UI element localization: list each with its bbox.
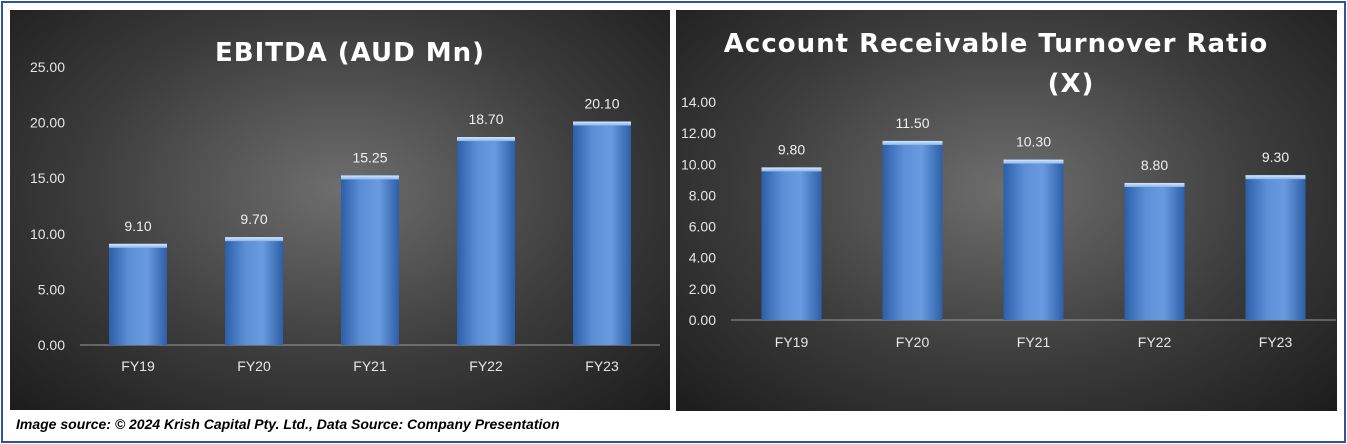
ebitda-data-label: 20.10 (584, 95, 619, 111)
ebitda-x-tick-label: FY20 (237, 358, 271, 374)
ar-turnover-x-tick-label: FY23 (1259, 334, 1293, 350)
ar-turnover-y-tick-label: 8.00 (689, 187, 716, 203)
ar-turnover-bar-highlight (1003, 159, 1064, 164)
panel-divider (672, 10, 674, 411)
ebitda-y-tick-label: 10.00 (30, 226, 65, 242)
ar-turnover-data-label: 9.80 (778, 141, 805, 157)
ar-turnover-x-tick-label: FY20 (896, 334, 930, 350)
image-source-caption: Image source: © 2024 Krish Capital Pty. … (16, 416, 560, 432)
ebitda-data-label: 9.70 (240, 211, 267, 227)
ebitda-data-label: 9.10 (124, 218, 151, 234)
ebitda-bar-highlight (109, 243, 167, 248)
ebitda-bar (573, 121, 631, 345)
ebitda-x-tick-label: FY19 (121, 358, 155, 374)
ar-turnover-chart: Account Receivable Turnover Ratio (X) 0.… (681, 29, 1336, 350)
ar-turnover-x-tick-label: FY19 (775, 334, 809, 350)
ebitda-x-tick-label: FY23 (585, 358, 619, 374)
ebitda-chart-panel: EBITDA (AUD Mn) 0.00 5.00 10.00 15.00 20.00 2… (10, 10, 670, 410)
ar-turnover-bar (882, 140, 943, 320)
ar-turnover-data-label: 8.80 (1141, 157, 1168, 173)
ar-turnover-y-tick-label: 4.00 (689, 250, 716, 266)
ar-turnover-data-label: 10.30 (1016, 134, 1051, 150)
ebitda-y-tick-label: 15.00 (30, 170, 65, 186)
ebitda-data-label: 18.70 (468, 111, 503, 127)
ar-turnover-y-tick-label: 14.00 (681, 94, 716, 110)
ebitda-chart: EBITDA (AUD Mn) 0.00 5.00 10.00 15.00 20.00 2… (30, 38, 660, 374)
ar-turnover-x-tick-label: FY21 (1017, 334, 1051, 350)
ebitda-y-tick-label: 25.00 (30, 59, 65, 75)
ar-turnover-data-label: 9.30 (1262, 149, 1289, 165)
ar-turnover-chart-title-line2: (X) (1048, 69, 1095, 99)
ebitda-bar-highlight (225, 237, 283, 242)
ar-turnover-bar (1003, 159, 1064, 320)
ebitda-bar (341, 175, 399, 345)
ar-turnover-bar-highlight (882, 140, 943, 145)
ar-turnover-data-label: 11.50 (896, 115, 930, 131)
ar-turnover-bar (761, 167, 822, 320)
ar-turnover-chart-panel: Account Receivable Turnover Ratio (X) 0.… (676, 10, 1337, 411)
ar-turnover-bar (1124, 182, 1185, 320)
ebitda-chart-title: EBITDA (AUD Mn) (215, 38, 485, 68)
ar-turnover-chart-title-line1: Account Receivable Turnover Ratio (724, 29, 1268, 59)
ebitda-y-tick-label: 20.00 (30, 115, 65, 131)
ebitda-x-tick-label: FY21 (353, 358, 387, 374)
ar-turnover-y-tick-label: 12.00 (681, 125, 716, 141)
ar-turnover-bar-highlight (1245, 175, 1306, 180)
ar-turnover-bar-highlight (761, 167, 822, 172)
ebitda-y-tick-label: 5.00 (38, 281, 65, 297)
ebitda-bar-highlight (341, 175, 399, 180)
ebitda-x-tick-label: FY22 (469, 358, 503, 374)
ebitda-bar-highlight (457, 137, 515, 142)
ebitda-bar (109, 243, 167, 345)
ebitda-bar (457, 137, 515, 345)
ar-turnover-y-tick-label: 2.00 (689, 281, 716, 297)
ar-turnover-y-tick-label: 0.00 (689, 312, 716, 328)
ebitda-data-label: 15.25 (352, 149, 387, 165)
ebitda-bar-highlight (573, 121, 631, 126)
ar-turnover-y-tick-label: 6.00 (689, 219, 716, 235)
ebitda-y-tick-label: 0.00 (38, 337, 65, 353)
ar-turnover-y-tick-label: 10.00 (681, 156, 716, 172)
ar-turnover-x-tick-label: FY22 (1138, 334, 1172, 350)
ar-turnover-bar-highlight (1124, 182, 1185, 187)
ar-turnover-bar (1245, 175, 1306, 320)
ebitda-bar (225, 237, 283, 345)
